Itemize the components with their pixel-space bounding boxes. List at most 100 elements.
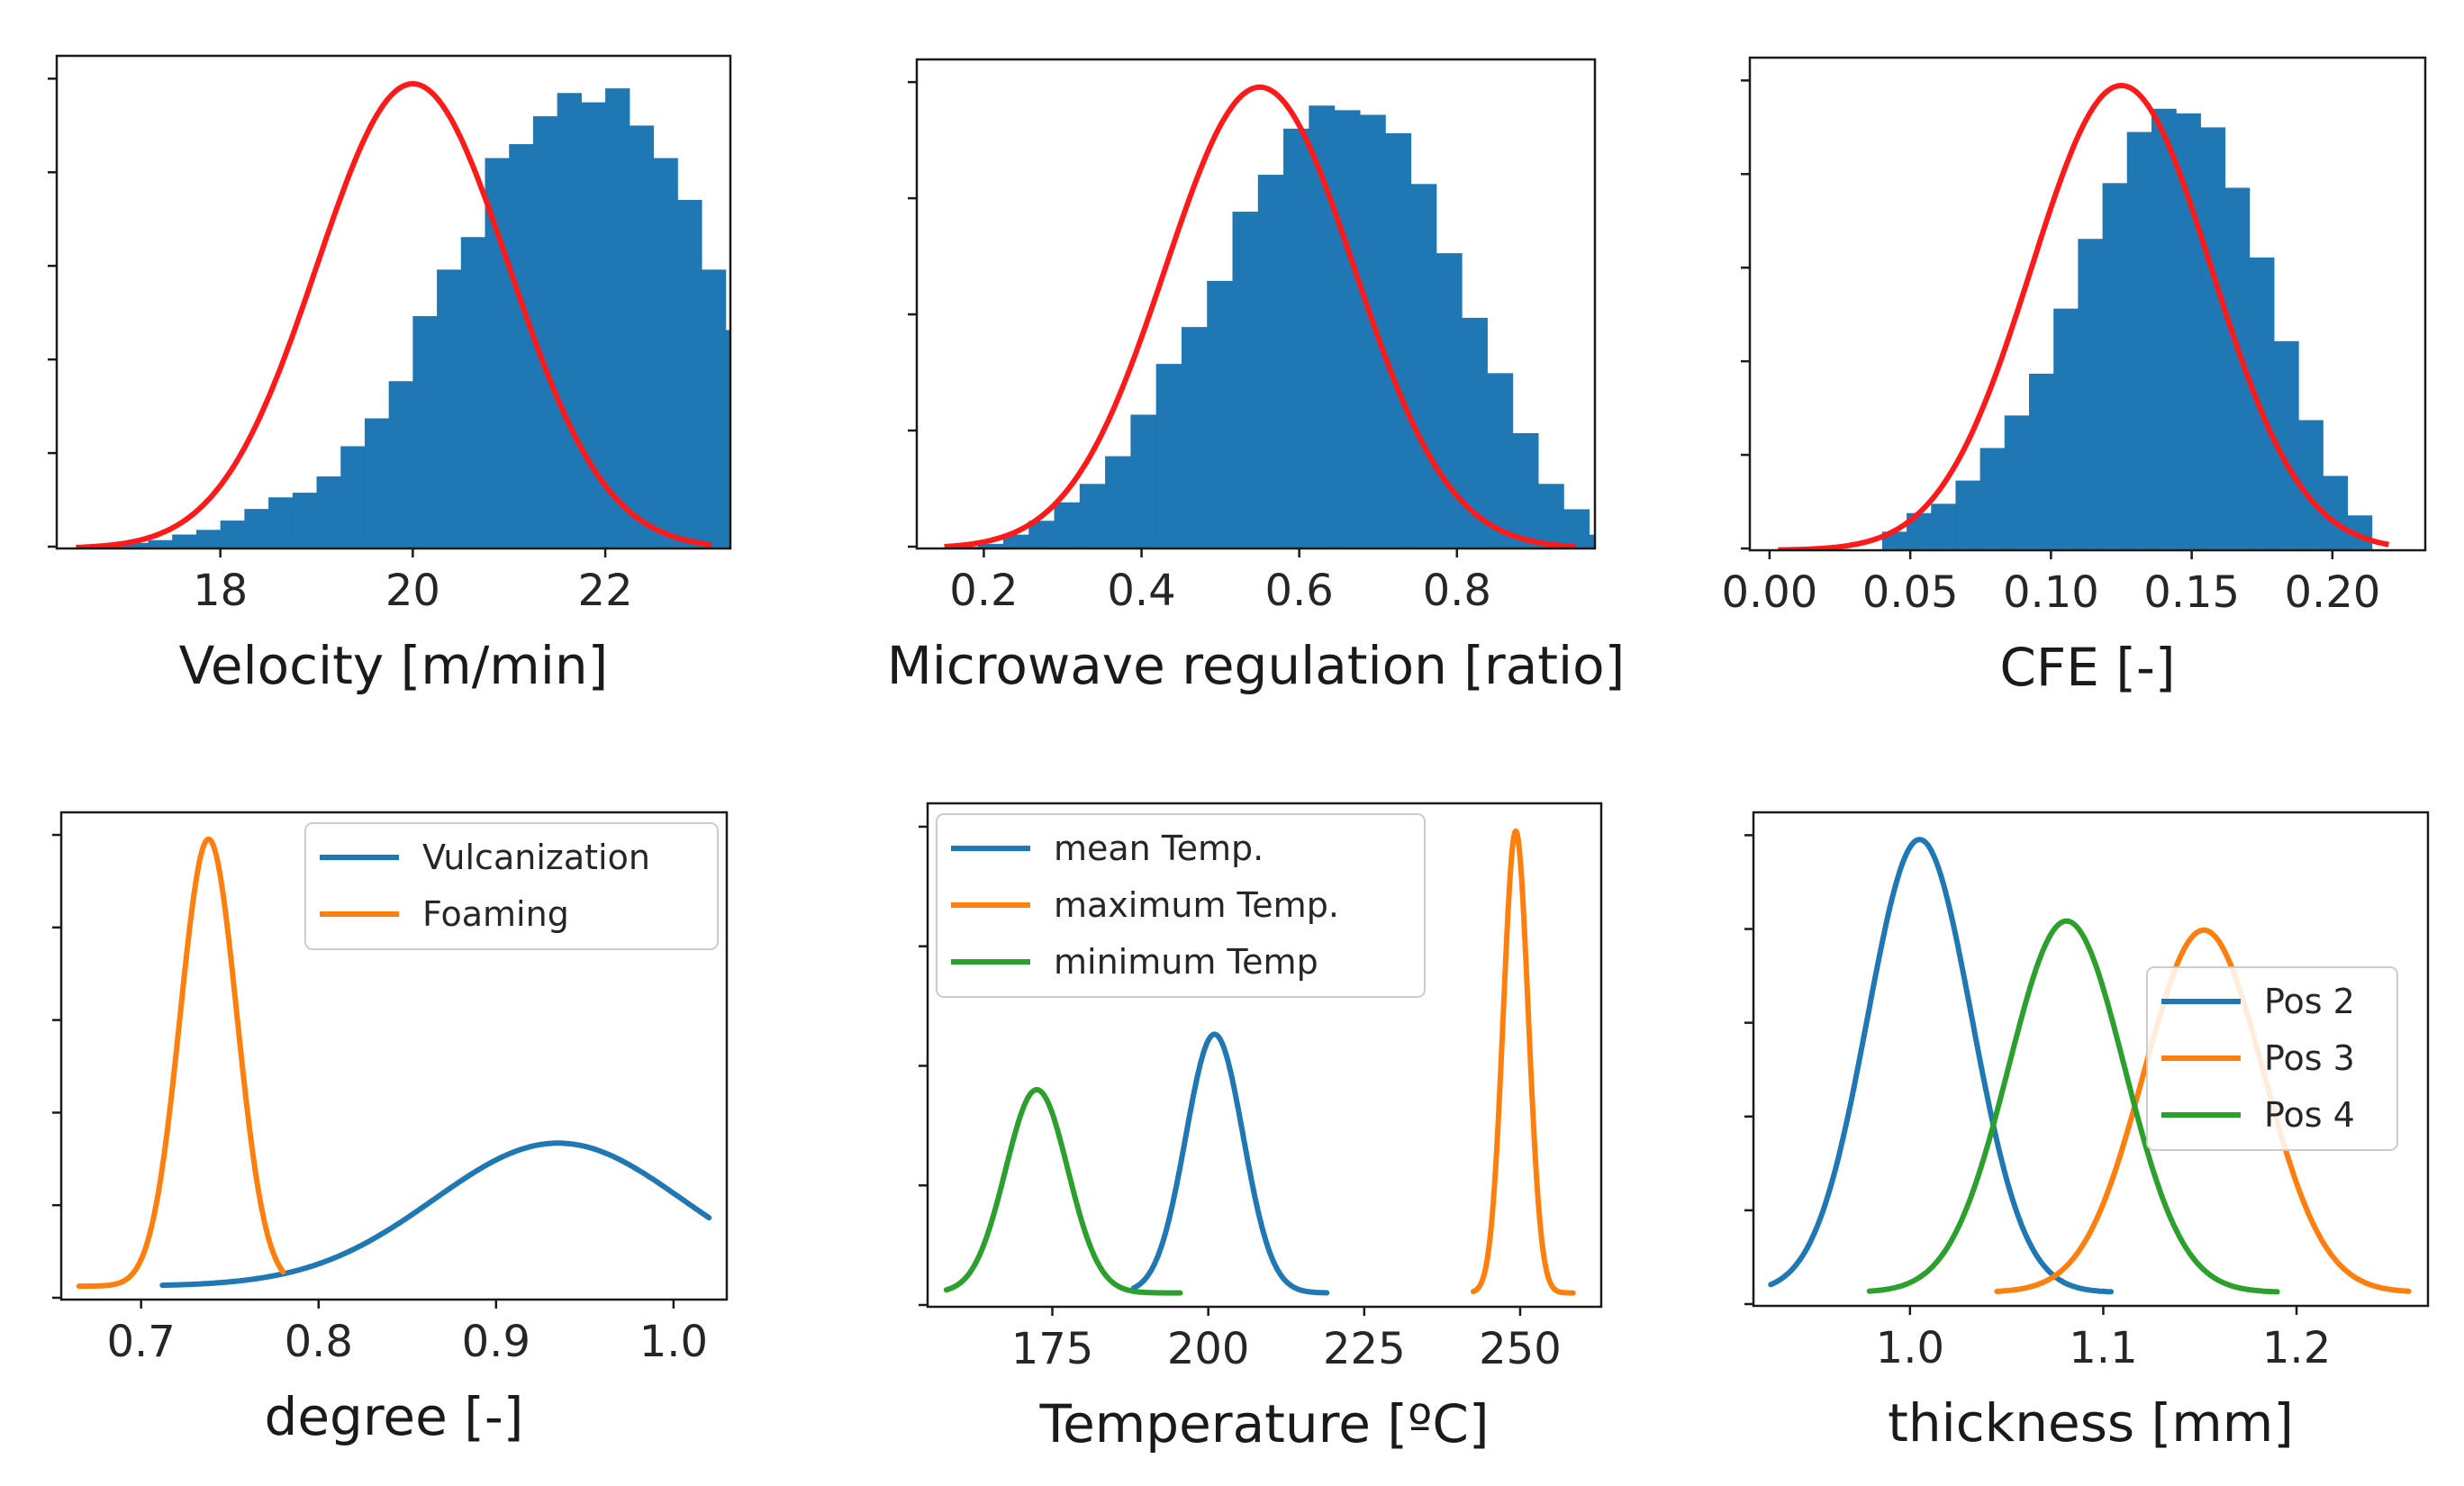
microwave-hist-bar (1002, 534, 1029, 548)
velocity-hist-bar (918, 537, 942, 548)
degree-xlabel: degree [-] (265, 1386, 524, 1447)
velocity-xlabel: Velocity [m/min] (179, 635, 609, 696)
panel-degree: 0.7 0.8 0.9 1.0 Vulcanization Foaming degre… (52, 811, 729, 1447)
cfe-axes-frame (1748, 56, 2427, 552)
legend-label-minimum-temp: minimum Temp (1054, 942, 1318, 982)
velocity-hist-bar (725, 330, 730, 548)
microwave-hist-bar (1512, 432, 1539, 548)
velocity-histogram (76, 81, 942, 548)
cfe-hist-bar (2004, 415, 2030, 550)
series-line-pos-4 (1866, 918, 2280, 1295)
velocity-hist-bar (557, 93, 582, 548)
cfe-hist-bar (2151, 108, 2177, 550)
degree-xticks: 0.7 0.8 0.9 1.0 (107, 1300, 708, 1367)
velocity-hist-bar (605, 88, 630, 548)
legend-label-maximum-temp: maximum Temp. (1054, 885, 1339, 925)
velocity-normal-fit-line (76, 81, 712, 548)
x-tick-label: 18 (193, 566, 248, 616)
x-tick-label: 0.05 (1862, 567, 1959, 618)
thickness-axes-frame (1752, 811, 2430, 1308)
microwave-hist-bar (1410, 184, 1437, 548)
cfe-hist-bar (2176, 113, 2201, 550)
microwave-xticks: 0.2 0.4 0.6 0.8 (949, 548, 1491, 616)
x-tick-label: 225 (1323, 1324, 1406, 1374)
microwave-hist-bar (1537, 484, 1564, 548)
velocity-hist-bar (316, 476, 341, 548)
velocity-hist-bar (388, 381, 413, 548)
microwave-normal-fit-line (944, 84, 1576, 548)
velocity-hist-bar (677, 199, 702, 548)
velocity-hist-bar (220, 521, 245, 548)
velocity-hist-bar (460, 237, 486, 548)
degree-legend: Vulcanization Foaming (304, 822, 719, 950)
microwave-hist-bar (1181, 327, 1208, 548)
velocity-hist-bar (172, 534, 197, 548)
velocity-hist-bar (532, 116, 558, 548)
cfe-hist-bar (2078, 239, 2104, 550)
microwave-hist-bar (1436, 253, 1463, 548)
degree-axes-frame (59, 811, 729, 1301)
microwave-hist-bar (1334, 110, 1361, 548)
cfe-normal-fit-line (1778, 83, 2390, 550)
degree-curves (76, 836, 712, 1290)
x-tick-label: 175 (1011, 1324, 1094, 1374)
velocity-hist-bar (485, 158, 510, 548)
cfe-hist-bar (2249, 257, 2275, 550)
velocity-hist-bar (846, 497, 870, 548)
series-line-pos-3 (1994, 927, 2412, 1294)
x-tick-label: 0.6 (1264, 566, 1333, 616)
cfe-histogram (1778, 83, 2390, 550)
x-tick-label: 250 (1479, 1324, 1562, 1374)
microwave-hist-bar (1079, 484, 1106, 548)
microwave-axes-frame (915, 58, 1597, 550)
microwave-xlabel: Microwave regulation [ratio] (887, 635, 1626, 696)
velocity-hist-bar (268, 497, 294, 548)
temperature-xlabel: Temperature [ºC] (1039, 1393, 1490, 1454)
legend-label-pos-4: Pos 4 (2264, 1095, 2355, 1135)
cfe-hist-bar (2029, 373, 2054, 550)
x-tick-label: 0.4 (1107, 566, 1175, 616)
series-line-maximum-temp (1471, 828, 1576, 1296)
x-tick-label: 1.1 (2069, 1323, 2137, 1373)
panel-temperature: 175 200 225 250 mean Temp. maximum Temp. mi… (919, 802, 1603, 1454)
velocity-axes-frame (55, 54, 732, 550)
cfe-hist-bar (1931, 503, 1957, 550)
cfe-yticks (1741, 79, 1750, 550)
microwave-hist-bar (977, 543, 1004, 548)
panel-thickness: 1.0 1.1 1.2 Pos 2 Pos 3 Pos 4 thickness [m… (1744, 811, 2430, 1454)
microwave-hist-bar (1487, 373, 1514, 548)
panel-velocity: 18 20 22 Velocity [m/min] (48, 54, 942, 696)
microwave-hist-bar (1257, 175, 1284, 548)
degree-yticks (52, 833, 61, 1300)
cfe-hist-bar (2126, 131, 2152, 550)
x-tick-label: 0.8 (1423, 566, 1491, 616)
thickness-legend: Pos 2 Pos 3 Pos 4 (2146, 966, 2398, 1151)
x-tick-label: 0.15 (2143, 567, 2240, 618)
velocity-hist-bar (798, 456, 822, 548)
series-line-mean-temp (1130, 1031, 1330, 1296)
temperature-axes-frame (926, 802, 1603, 1309)
x-tick-label: 1.0 (639, 1317, 708, 1367)
series-line-minimum-temp (943, 1087, 1183, 1296)
velocity-hist-bar (437, 269, 462, 548)
microwave-hist-bar (1589, 534, 1595, 548)
cfe-hist-bar (1979, 448, 2006, 550)
velocity-hist-bar (340, 446, 366, 548)
velocity-hist-bar (195, 530, 222, 548)
microwave-hist-bar (1054, 502, 1081, 548)
x-tick-label: 0.8 (285, 1317, 353, 1367)
temperature-yticks (919, 825, 928, 1307)
legend-label-mean-temp: mean Temp. (1054, 829, 1264, 868)
velocity-hist-bar (822, 488, 847, 548)
series-line-vulcanization (159, 1140, 712, 1289)
thickness-curves (1768, 837, 2412, 1295)
x-tick-label: 200 (1167, 1324, 1250, 1374)
temperature-legend: mean Temp. maximum Temp. minimum Temp (936, 813, 1426, 998)
x-tick-label: 0.2 (949, 566, 1018, 616)
temperature-xticks: 175 200 225 250 (1011, 1307, 1562, 1374)
cfe-hist-bar (2200, 127, 2226, 550)
microwave-hist-bar (1385, 132, 1412, 548)
thickness-xlabel: thickness [mm] (1888, 1392, 2294, 1454)
cfe-xlabel: CFE [-] (1999, 637, 2175, 698)
